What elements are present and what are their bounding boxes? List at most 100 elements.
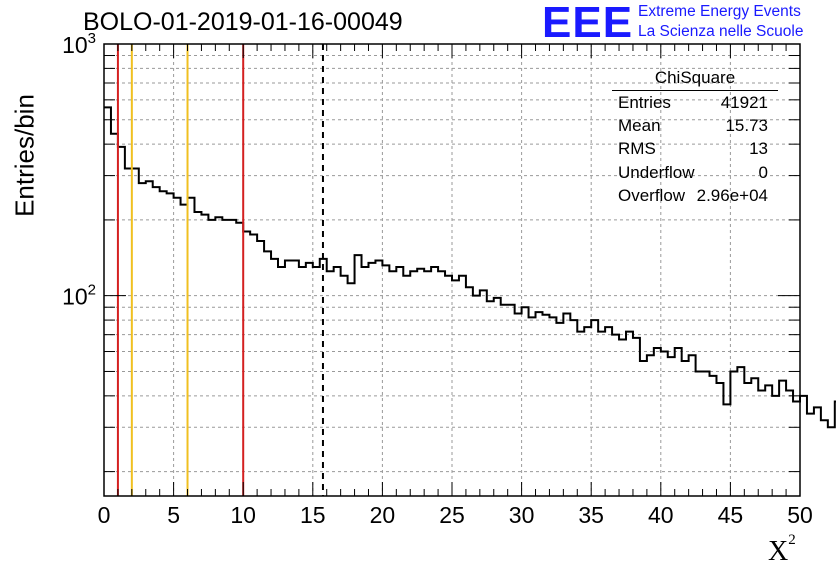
histogram-bin [146, 181, 153, 496]
histogram-bin [675, 348, 682, 496]
histogram-bin [362, 267, 369, 496]
histogram-bin [737, 367, 744, 496]
histogram-bin [577, 332, 584, 496]
histogram-bin [542, 315, 549, 496]
x-axis-label-text: X [768, 536, 789, 567]
histogram-bin [424, 271, 431, 496]
histogram-bin [292, 260, 299, 496]
histogram-bin [821, 420, 828, 496]
histogram-bin [215, 217, 222, 496]
stats-box-name: ChiSquare [612, 68, 778, 91]
histogram-bin [612, 335, 619, 496]
y-tick-label-base: 10 [62, 284, 88, 310]
y-tick-label: 102 [62, 282, 96, 310]
histogram-bin [382, 265, 389, 496]
histogram-bin [807, 414, 814, 496]
histogram-bin [243, 231, 250, 496]
histogram-bin [396, 267, 403, 496]
x-axis-label-superscript: 2 [788, 531, 796, 548]
histogram-bin [417, 269, 424, 496]
axis-layer [103, 43, 801, 497]
histogram-bin [341, 276, 348, 496]
histogram-bin [779, 381, 786, 496]
histogram-bin [591, 320, 598, 496]
histogram-bin [494, 298, 501, 496]
histogram-bin [313, 267, 320, 496]
histogram-bin [167, 193, 174, 496]
histogram-bin [153, 187, 160, 496]
x-tick-label: 5 [167, 502, 180, 528]
histogram-bin [403, 276, 410, 496]
histogram-bin [549, 317, 556, 496]
histogram-bin [334, 267, 341, 496]
histogram-bin [306, 263, 313, 496]
histogram-bin [160, 191, 167, 496]
stats-row: RMS 13 [612, 139, 778, 162]
histogram-bin [633, 338, 640, 496]
histogram-bin [466, 287, 473, 496]
stats-row: Entries 41921 [612, 93, 778, 116]
eee-logo: EEE [542, 0, 634, 47]
histogram-bin [619, 339, 626, 496]
histogram-bin [201, 215, 208, 496]
histogram-bin [522, 307, 529, 496]
histogram-bin [104, 107, 111, 496]
histogram-bin [250, 235, 257, 496]
stats-value: 2.96e+04 [696, 185, 768, 205]
stats-value: 15.73 [725, 116, 768, 136]
x-tick-label: 20 [370, 502, 396, 528]
histogram-bin [710, 376, 717, 496]
y-tick-label-exponent: 3 [88, 30, 96, 47]
brand-line-2: La Scienza nelle Scuole [638, 23, 804, 40]
histogram-bin [445, 276, 452, 496]
x-tick-label: 50 [787, 502, 813, 528]
histogram-bin [814, 407, 821, 496]
stats-key: Entries [618, 93, 671, 112]
histogram-bin [299, 267, 306, 496]
histogram-bin [640, 361, 647, 496]
histogram-bin [563, 313, 570, 496]
histogram-bin [389, 271, 396, 496]
histogram-bin [703, 371, 710, 496]
histogram-bin [654, 348, 661, 496]
vertical-lines-layer [116, 44, 324, 496]
stats-key: Overflow [618, 185, 686, 205]
x-axis-label: X2 [768, 532, 796, 568]
histogram-bin [118, 147, 125, 496]
histogram-bin [188, 198, 195, 496]
histogram-bin [229, 220, 236, 496]
histogram-bin [793, 401, 800, 496]
histogram-bin [459, 276, 466, 496]
histogram-bin [278, 267, 285, 496]
histogram-bin [626, 332, 633, 496]
histogram-bin [452, 280, 459, 496]
histogram-bin [661, 352, 668, 496]
histogram-bin [800, 396, 807, 496]
stats-value: 41921 [720, 93, 768, 112]
x-tick-label: 10 [230, 502, 256, 528]
histogram-bin [236, 223, 243, 496]
histogram-bin [473, 296, 480, 496]
chart-title: BOLO-01-2019-01-16-00049 [83, 8, 403, 36]
histogram-bin [515, 313, 522, 496]
stats-box: ChiSquare Entries 41921 Mean 15.73 RMS 1… [612, 68, 778, 209]
histogram-bin [257, 241, 264, 496]
x-tick-label: 15 [300, 502, 326, 528]
histogram-bin [410, 271, 417, 496]
histogram-bin [584, 327, 591, 496]
histogram-bin [786, 391, 793, 496]
histogram-bin [668, 357, 675, 496]
stats-key: Mean [618, 116, 661, 136]
y-tick-label-exponent: 2 [88, 282, 96, 299]
histogram-bin [181, 205, 188, 496]
histogram-bin [375, 260, 382, 496]
histogram-bin [647, 355, 654, 496]
histogram-bin [355, 255, 362, 496]
histogram-bin [570, 320, 577, 496]
stats-row: Overflow 2.96e+04 [612, 186, 778, 209]
x-tick-label: 30 [509, 502, 535, 528]
histogram-bin [139, 183, 146, 496]
stats-row: Mean 15.73 [612, 116, 778, 139]
histogram-bin [716, 383, 723, 496]
stats-key: RMS [618, 139, 656, 159]
